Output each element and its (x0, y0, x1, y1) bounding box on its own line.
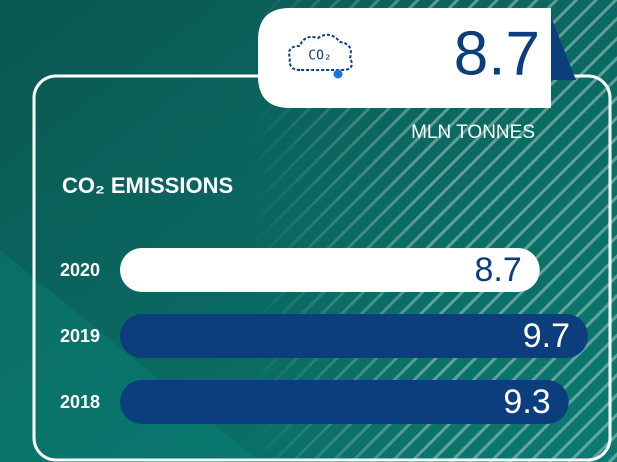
category-label: 2018 (60, 392, 100, 412)
category-label: 2020 (60, 260, 100, 280)
value-label: 9.3 (503, 383, 550, 421)
chart-title: CO₂ EMISSIONS (62, 173, 233, 198)
headline-value: 8.7 (454, 19, 540, 88)
badge (258, 8, 551, 108)
icon-text: CO₂ (308, 49, 331, 64)
value-label: 9.7 (523, 317, 570, 355)
co2-icon: CO₂ (288, 33, 353, 79)
value-label: 8.7 (474, 251, 521, 289)
badge-tab (549, 12, 576, 80)
headline-unit: MLN TONNES (411, 122, 535, 143)
bar (120, 314, 588, 358)
bar (120, 380, 569, 424)
category-label: 2019 (60, 326, 100, 346)
bar (120, 248, 540, 292)
